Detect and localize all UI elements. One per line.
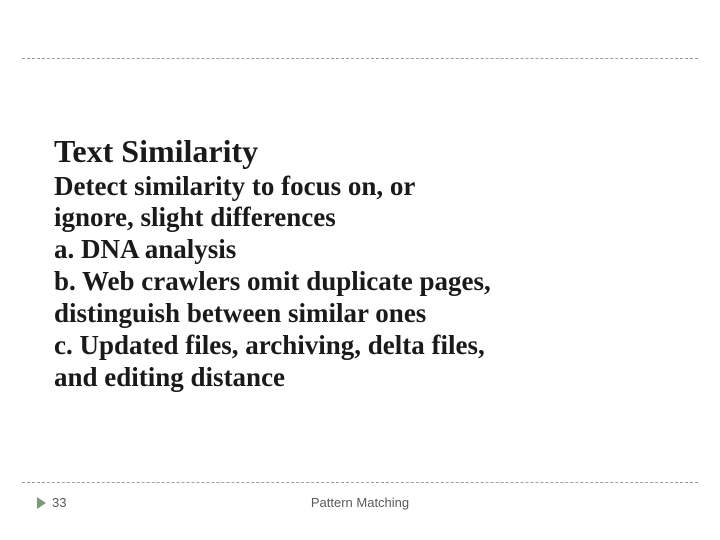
footer: 33 Pattern Matching	[22, 490, 698, 510]
body-line: Detect similarity to focus on, or	[54, 171, 680, 203]
body-line: and editing distance	[54, 362, 680, 394]
arrow-right-icon	[37, 497, 46, 509]
footer-label: Pattern Matching	[311, 495, 409, 510]
page-number: 33	[52, 495, 66, 510]
content-block: Text Similarity Detect similarity to foc…	[54, 135, 680, 394]
top-divider	[22, 58, 698, 59]
slide: Text Similarity Detect similarity to foc…	[0, 0, 720, 540]
body-line: a. DNA analysis	[54, 234, 680, 266]
slide-title: Text Similarity	[54, 135, 680, 169]
body-line: b. Web crawlers omit duplicate pages,	[54, 266, 680, 298]
body-line: ignore, slight differences	[54, 202, 680, 234]
footer-divider	[22, 482, 698, 483]
body-line: c. Updated files, archiving, delta files…	[54, 330, 680, 362]
page-marker: 33	[37, 495, 66, 510]
body-line: distinguish between similar ones	[54, 298, 680, 330]
